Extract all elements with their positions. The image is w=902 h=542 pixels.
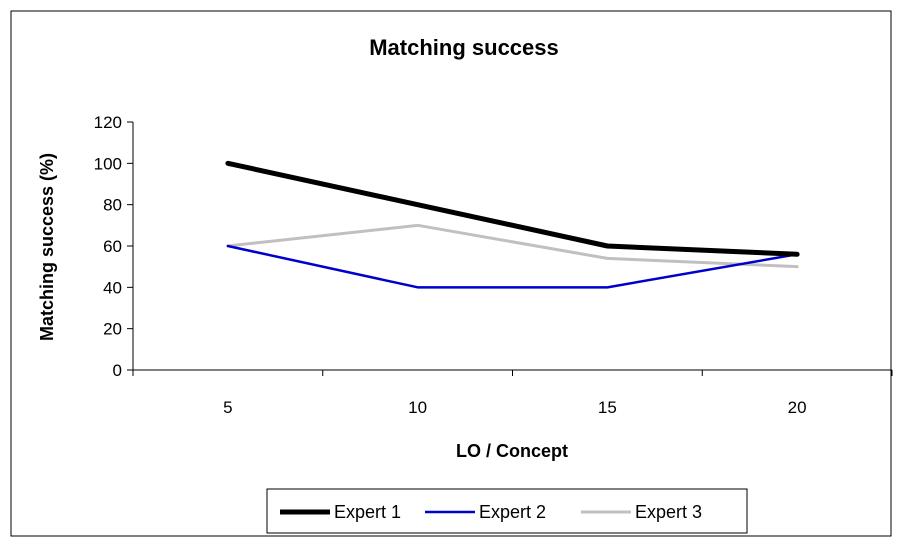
x-tick-label: 10 (408, 398, 427, 417)
x-tick-label: 5 (223, 398, 232, 417)
legend-label-expert-1: Expert 1 (334, 502, 401, 522)
y-tick-label: 20 (103, 320, 122, 339)
series-line-expert-2 (226, 244, 799, 289)
x-axis-title: LO / Concept (456, 441, 568, 461)
y-tick-label: 60 (103, 237, 122, 256)
x-tick-label: 15 (598, 398, 617, 417)
y-tick-label: 80 (103, 196, 122, 215)
legend-label-expert-2: Expert 2 (479, 502, 546, 522)
y-tick-label: 100 (94, 154, 122, 173)
series-line-expert-3 (226, 223, 799, 269)
y-axis-title: Matching success (%) (37, 153, 57, 341)
y-tick-label: 0 (113, 361, 122, 380)
y-tick-label: 40 (103, 278, 122, 297)
x-axis: 5 10 15 20 (132, 369, 893, 417)
x-tick-label: 20 (788, 398, 807, 417)
series-line-expert-1 (225, 160, 800, 257)
y-tick-label: 120 (94, 113, 122, 132)
series-layer (225, 160, 800, 289)
legend: Expert 1 Expert 2 Expert 3 (266, 488, 748, 534)
chart-title: Matching success (369, 35, 559, 60)
chart-frame (10, 10, 892, 537)
y-axis: 0 20 40 60 80 100 120 (94, 113, 134, 380)
legend-label-expert-3: Expert 3 (635, 502, 702, 522)
legend-box (266, 488, 748, 534)
